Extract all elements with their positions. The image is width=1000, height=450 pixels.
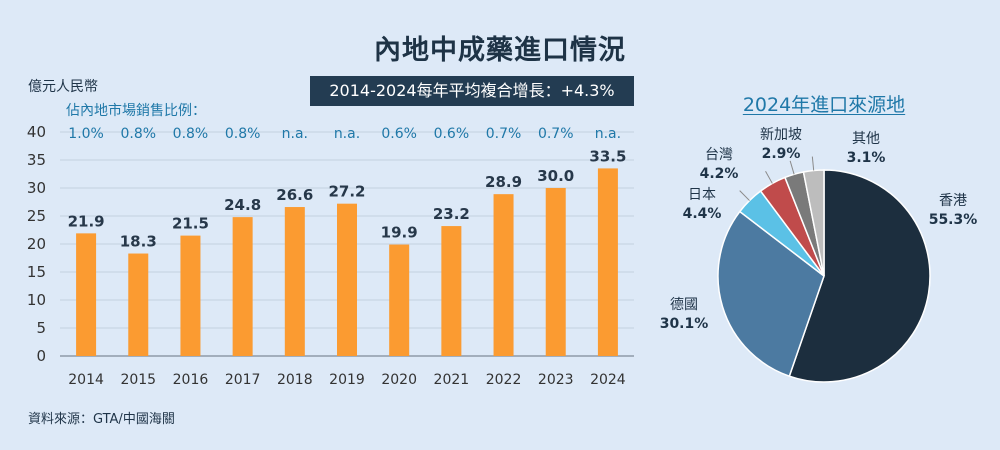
bar-value-label: 24.8 bbox=[224, 196, 261, 214]
bar-value-label: 30.0 bbox=[537, 167, 574, 185]
market-share-value: n.a. bbox=[282, 126, 308, 142]
market-share-value: n.a. bbox=[595, 126, 621, 142]
pie-leader-line bbox=[739, 190, 750, 201]
pie-slice bbox=[759, 176, 825, 277]
pie-leader-line bbox=[765, 170, 773, 184]
bar-value-label: 26.6 bbox=[276, 186, 313, 204]
y-tick-label: 15 bbox=[27, 263, 46, 281]
y-tick-label: 0 bbox=[36, 347, 46, 365]
pie-slice-percent: 4.4% bbox=[683, 206, 722, 222]
pie-slice-percent: 4.2% bbox=[700, 166, 739, 182]
market-share-value: 1.0% bbox=[68, 126, 104, 142]
x-tick-label: 2017 bbox=[225, 372, 261, 388]
bar bbox=[128, 253, 149, 356]
y-tick-label: 20 bbox=[27, 235, 46, 253]
pie-slice bbox=[802, 169, 825, 277]
bar bbox=[284, 207, 305, 356]
market-share-value: 0.7% bbox=[538, 126, 574, 142]
y-tick-label: 40 bbox=[27, 123, 46, 141]
x-tick-label: 2021 bbox=[434, 372, 470, 388]
y-tick-label: 30 bbox=[27, 179, 46, 197]
bar bbox=[180, 235, 201, 356]
x-tick-label: 2014 bbox=[68, 372, 104, 388]
bar-value-label: 27.2 bbox=[328, 183, 365, 201]
pie-slice bbox=[717, 210, 825, 378]
x-tick-label: 2022 bbox=[486, 372, 522, 388]
pie-slice-name: 台灣 bbox=[705, 147, 733, 163]
y-tick-label: 35 bbox=[27, 151, 46, 169]
bar-value-label: 33.5 bbox=[589, 147, 626, 165]
bar bbox=[493, 194, 514, 356]
pie-slice-name: 香港 bbox=[939, 193, 967, 209]
source-note: 資料來源：GTA/中國海關 bbox=[28, 412, 175, 427]
bar-value-label: 19.9 bbox=[381, 224, 418, 242]
bar-chart: 0 5 10 15 20 25 30 35 40 21.9 2014 1.0% 18.3 2015 0.8%… bbox=[27, 123, 634, 388]
bar bbox=[389, 244, 410, 356]
pie-slice-name: 德國 bbox=[670, 297, 698, 313]
market-share-value: 0.8% bbox=[225, 126, 261, 142]
bar-value-label: 21.5 bbox=[172, 215, 209, 233]
pie-slice-percent: 30.1% bbox=[660, 316, 709, 332]
pie-slice-percent: 3.1% bbox=[847, 150, 886, 166]
pie-title: 2024年進口來源地 bbox=[742, 94, 906, 116]
pie-slice-percent: 2.9% bbox=[762, 146, 801, 162]
pie-slice bbox=[788, 169, 931, 383]
bar bbox=[545, 188, 566, 356]
bar-value-label: 23.2 bbox=[433, 205, 470, 223]
x-tick-label: 2015 bbox=[120, 372, 156, 388]
bar bbox=[337, 203, 357, 356]
pie-slice-percent: 55.3% bbox=[929, 212, 978, 228]
y-tick-label: 10 bbox=[27, 291, 46, 309]
x-tick-label: 2020 bbox=[381, 372, 417, 388]
x-tick-label: 2016 bbox=[173, 372, 209, 388]
pie-slice-name: 新加坡 bbox=[760, 127, 802, 143]
bar bbox=[597, 168, 618, 356]
market-share-value: 0.6% bbox=[381, 126, 417, 142]
x-tick-label: 2019 bbox=[329, 372, 365, 388]
page-title: 內地中成藥進口情況 bbox=[374, 35, 626, 66]
y-axis-unit-label: 億元人民幣 bbox=[28, 79, 98, 95]
pie-slice-name: 其他 bbox=[852, 131, 880, 147]
cagr-banner: 2014-2024每年平均複合增長：+4.3% bbox=[310, 76, 634, 106]
pie-slice-name: 日本 bbox=[688, 187, 716, 203]
bar bbox=[232, 217, 253, 356]
market-share-value: 0.8% bbox=[120, 126, 156, 142]
bar-value-label: 18.3 bbox=[120, 233, 157, 251]
x-tick-label: 2024 bbox=[590, 372, 626, 388]
pie-slice bbox=[784, 171, 825, 277]
x-tick-label: 2018 bbox=[277, 372, 313, 388]
pie-slice bbox=[738, 189, 825, 277]
bar bbox=[441, 226, 462, 356]
pie-leader-line bbox=[811, 156, 815, 171]
y-tick-label: 25 bbox=[27, 207, 46, 225]
market-share-value: 0.6% bbox=[434, 126, 470, 142]
x-tick-label: 2023 bbox=[538, 372, 574, 388]
bar-value-label: 21.9 bbox=[68, 212, 105, 230]
bar-value-label: 28.9 bbox=[485, 173, 522, 191]
bar bbox=[76, 233, 97, 356]
pie-leader-line bbox=[789, 160, 795, 175]
market-share-value: n.a. bbox=[334, 126, 360, 142]
market-share-label: 佔內地市場銷售比例： bbox=[66, 103, 206, 119]
y-tick-label: 5 bbox=[36, 319, 46, 337]
market-share-value: 0.8% bbox=[173, 126, 209, 142]
market-share-value: 0.7% bbox=[486, 126, 522, 142]
